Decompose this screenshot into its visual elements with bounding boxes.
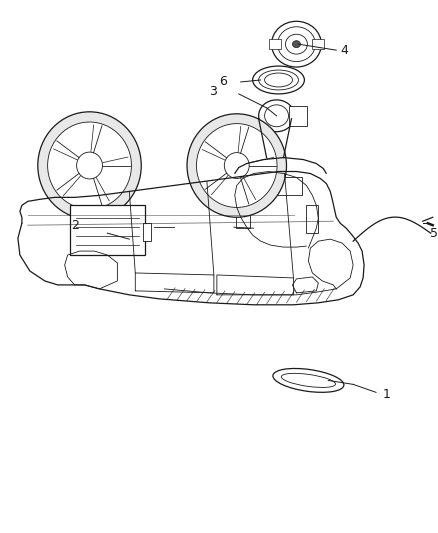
Ellipse shape <box>224 152 249 179</box>
Ellipse shape <box>253 66 304 94</box>
Ellipse shape <box>281 374 336 387</box>
Ellipse shape <box>293 41 300 47</box>
Text: 1: 1 <box>383 388 391 401</box>
Ellipse shape <box>286 34 307 54</box>
Ellipse shape <box>48 122 131 209</box>
Ellipse shape <box>259 100 294 132</box>
Text: 2: 2 <box>72 219 80 232</box>
Text: 4: 4 <box>340 44 348 56</box>
FancyBboxPatch shape <box>307 205 318 233</box>
Ellipse shape <box>273 368 344 392</box>
Text: 6: 6 <box>219 76 227 88</box>
Ellipse shape <box>272 21 321 67</box>
FancyBboxPatch shape <box>251 177 302 196</box>
FancyBboxPatch shape <box>290 106 307 126</box>
Ellipse shape <box>265 73 293 87</box>
Ellipse shape <box>259 70 298 90</box>
Ellipse shape <box>77 152 102 179</box>
FancyBboxPatch shape <box>268 39 280 49</box>
Ellipse shape <box>265 105 289 127</box>
FancyBboxPatch shape <box>70 205 145 255</box>
Ellipse shape <box>187 114 286 217</box>
Ellipse shape <box>38 112 141 219</box>
FancyBboxPatch shape <box>312 39 324 49</box>
FancyBboxPatch shape <box>236 198 250 228</box>
Text: 3: 3 <box>209 85 217 99</box>
Ellipse shape <box>197 124 277 207</box>
Text: 5: 5 <box>430 227 438 240</box>
FancyBboxPatch shape <box>143 223 151 241</box>
Ellipse shape <box>278 27 315 62</box>
